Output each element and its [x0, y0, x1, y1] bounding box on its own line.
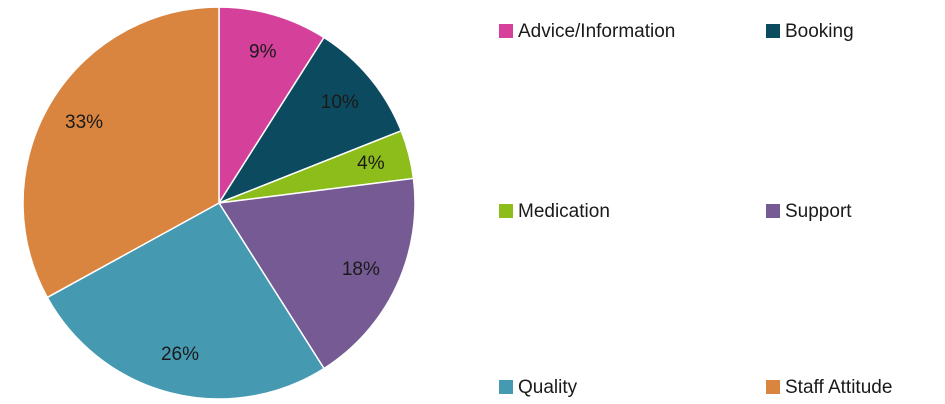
pie-slice — [218, 6, 326, 206]
data-label: 26% — [161, 344, 199, 365]
data-label: 10% — [321, 92, 359, 113]
legend-label: Advice/Information — [518, 21, 675, 42]
data-label: 4% — [357, 153, 385, 174]
legend-swatch — [766, 380, 780, 394]
pie-slice — [217, 177, 416, 370]
legend-swatch — [766, 204, 780, 218]
legend-label: Booking — [785, 21, 854, 42]
data-label: 33% — [65, 112, 103, 133]
legend-label: Quality — [518, 377, 578, 398]
legend-swatch — [766, 24, 780, 38]
legend-swatch — [499, 24, 513, 38]
legend-swatch — [499, 204, 513, 218]
legend-label: Medication — [518, 201, 610, 222]
legend-label: Support — [785, 201, 852, 222]
data-label: 9% — [249, 41, 277, 62]
pie-slice — [46, 202, 326, 400]
pie-slice — [217, 36, 403, 205]
pie-slice — [22, 6, 220, 299]
legend-swatch — [499, 380, 513, 394]
data-label: 18% — [342, 259, 380, 280]
legend-label: Staff Attitude — [785, 377, 892, 398]
